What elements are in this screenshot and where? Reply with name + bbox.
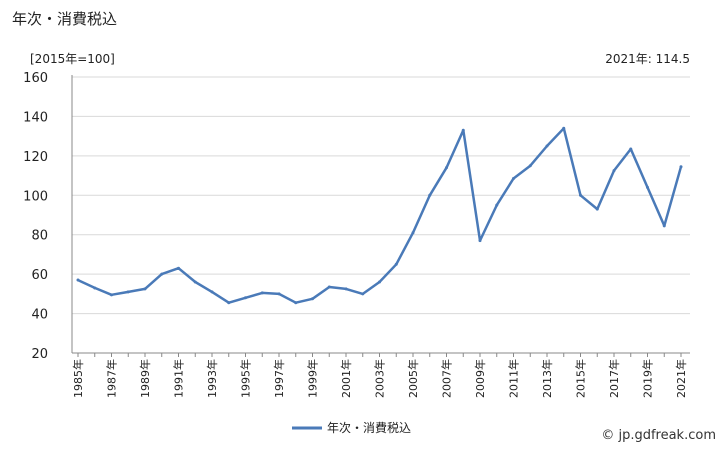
data-point bbox=[227, 301, 231, 305]
x-tick-label: 2021年 bbox=[674, 359, 688, 398]
y-tick-label: 40 bbox=[31, 308, 48, 323]
data-point bbox=[629, 147, 633, 151]
data-point bbox=[478, 239, 482, 243]
x-tick-label: 2017年 bbox=[607, 359, 621, 398]
data-point bbox=[126, 290, 130, 294]
unit-label: [2015年=100] bbox=[30, 52, 115, 66]
data-point bbox=[495, 203, 499, 207]
data-point bbox=[210, 290, 214, 294]
x-tick-label: 2009年 bbox=[473, 359, 487, 398]
data-point bbox=[562, 126, 566, 130]
x-tick-label: 1999年 bbox=[306, 359, 320, 398]
x-tick-label: 1997年 bbox=[272, 359, 286, 398]
x-tick-label: 1993年 bbox=[205, 359, 219, 398]
x-tick-label: 1985年 bbox=[71, 359, 85, 398]
data-point bbox=[260, 291, 264, 295]
series-line bbox=[76, 127, 683, 304]
chart-title: 年次・消費税込 bbox=[12, 10, 118, 28]
data-point bbox=[244, 296, 247, 300]
data-point bbox=[428, 193, 432, 197]
data-point bbox=[662, 224, 666, 228]
y-tick-label: 100 bbox=[23, 189, 48, 204]
x-tick-label: 1995年 bbox=[239, 359, 253, 398]
y-tick-label: 160 bbox=[23, 71, 48, 86]
latest-value-label: 2021年: 114.5 bbox=[605, 52, 690, 66]
watermark: © jp.gdfreak.com bbox=[601, 428, 716, 443]
data-point bbox=[277, 292, 281, 296]
data-point bbox=[528, 164, 532, 168]
data-point bbox=[394, 262, 398, 266]
data-point bbox=[76, 278, 80, 282]
data-point bbox=[361, 292, 365, 296]
data-point bbox=[193, 280, 197, 284]
x-tick-label: 1987年 bbox=[105, 359, 119, 398]
data-point bbox=[579, 193, 582, 197]
data-point bbox=[646, 185, 649, 189]
data-point bbox=[143, 287, 147, 291]
data-point bbox=[93, 286, 97, 290]
data-point bbox=[344, 287, 348, 291]
data-point bbox=[327, 285, 331, 289]
legend-label: 年次・消費税込 bbox=[327, 420, 411, 435]
y-tick-label: 80 bbox=[31, 229, 48, 244]
data-point bbox=[378, 280, 381, 284]
x-tick-label: 2011年 bbox=[507, 359, 521, 398]
x-tick-label: 2003年 bbox=[373, 359, 387, 398]
data-point bbox=[445, 166, 448, 170]
x-tick-label: 2001年 bbox=[339, 359, 353, 398]
y-tick-label: 60 bbox=[31, 268, 48, 283]
data-point bbox=[512, 177, 515, 181]
data-point bbox=[679, 165, 683, 169]
y-tick-label: 120 bbox=[23, 150, 48, 165]
x-tick-label: 2019年 bbox=[641, 359, 655, 398]
y-tick-label: 20 bbox=[31, 347, 48, 362]
data-point bbox=[612, 169, 616, 173]
data-point bbox=[311, 297, 314, 301]
x-tick-label: 2013年 bbox=[540, 359, 554, 398]
data-point bbox=[110, 293, 113, 297]
data-point bbox=[177, 266, 180, 270]
y-tick-label: 140 bbox=[23, 110, 48, 125]
x-tick-label: 2007年 bbox=[440, 359, 454, 398]
x-tick-label: 1991年 bbox=[172, 359, 186, 398]
data-point bbox=[160, 272, 164, 276]
data-point bbox=[411, 231, 415, 235]
x-tick-label: 2005年 bbox=[406, 359, 420, 398]
data-point bbox=[294, 301, 298, 305]
data-point bbox=[461, 128, 465, 132]
data-point bbox=[595, 207, 599, 211]
data-point bbox=[545, 144, 549, 148]
x-tick-label: 2015年 bbox=[574, 359, 588, 398]
x-tick-label: 1989年 bbox=[138, 359, 152, 398]
